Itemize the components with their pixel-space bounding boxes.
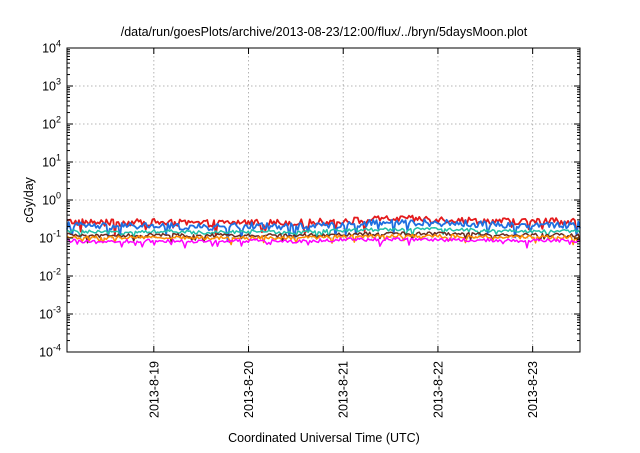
series-lines	[66, 214, 581, 249]
x-tick-label: 2013-8-23	[526, 361, 540, 418]
series-line-5	[66, 233, 581, 246]
x-tick-label: 2013-8-21	[337, 361, 351, 418]
series-line-4	[66, 231, 581, 244]
y-tick-label: 100	[42, 191, 61, 208]
x-axis-ticks: 2013-8-19 2013-8-20 2013-8-21 2013-8-22 2013…	[147, 48, 540, 418]
chart-title: /data/run/goesPlots/archive/2013-08-23/1…	[121, 25, 528, 39]
y-axis-label: cGy/day	[22, 176, 36, 223]
y-tick-label: 104	[42, 39, 61, 56]
grid-lines	[67, 48, 580, 352]
x-tick-label: 2013-8-19	[147, 361, 161, 418]
y-tick-label: 10-1	[39, 229, 61, 246]
y-tick-label: 10-3	[39, 305, 61, 322]
y-tick-label: 103	[42, 77, 61, 94]
x-axis-label: Coordinated Universal Time (UTC)	[228, 431, 420, 445]
series-line-2	[66, 218, 581, 243]
y-tick-label: 101	[42, 153, 61, 170]
series-line-3	[66, 226, 581, 239]
x-tick-label: 2013-8-20	[242, 361, 256, 418]
x-tick-label: 2013-8-22	[431, 361, 445, 418]
series-line-6	[66, 236, 581, 249]
y-tick-label: 10-2	[39, 267, 61, 284]
y-axis-ticks: 10-4 10-3 10-2 10-1 100 101 102 103 104	[39, 39, 580, 360]
y-tick-label: 10-4	[39, 343, 61, 360]
y-tick-label: 102	[42, 115, 61, 132]
